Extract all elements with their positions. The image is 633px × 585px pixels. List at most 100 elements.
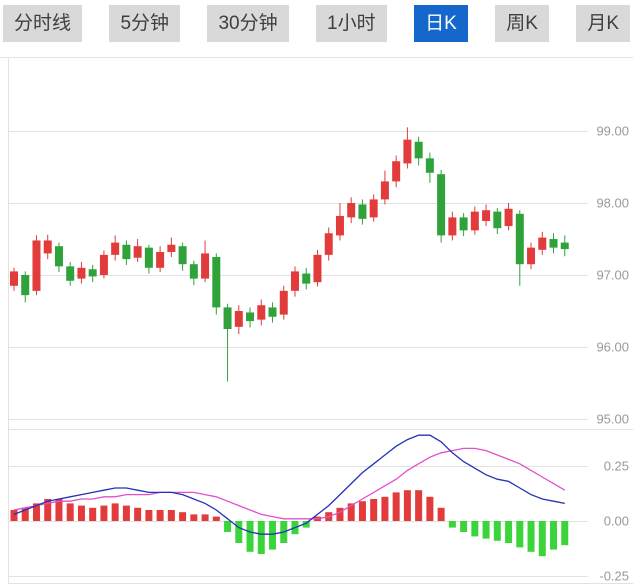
macd-bar (471, 521, 479, 537)
dea-line (13, 447, 566, 520)
macd-bar (134, 507, 142, 521)
candle-body (133, 246, 142, 258)
macd-bar (10, 510, 18, 521)
candle-body (437, 174, 446, 236)
candle-body (21, 275, 30, 296)
macd-axis-label: 0.25 (604, 459, 629, 474)
price-axis-label: 95.00 (596, 412, 629, 427)
candle-body (122, 244, 131, 260)
tab-weekly-k[interactable]: 周K (495, 5, 549, 42)
candle-body (66, 266, 75, 281)
macd-bar (100, 505, 108, 521)
tab-1hour[interactable]: 1小时 (316, 5, 387, 42)
macd-bar (77, 505, 85, 521)
candle-body (32, 240, 41, 291)
macd-bar (111, 503, 119, 521)
macd-bar (493, 521, 501, 541)
candle-body (167, 244, 176, 252)
macd-bar (235, 521, 243, 543)
macd-bar (437, 507, 445, 521)
candle-body (335, 215, 344, 236)
macd-bar (527, 521, 535, 552)
candle-body (291, 271, 299, 291)
candle-body (380, 181, 389, 200)
timeframe-tabbar: 分时线 5分钟 30分钟 1小时 日K 周K 月K (0, 0, 633, 48)
gridlines (0, 57, 633, 584)
candle-body (392, 161, 401, 182)
macd-bar (212, 516, 220, 521)
macd-bar (403, 490, 411, 521)
candle-body (77, 267, 86, 279)
candle-body (527, 247, 536, 265)
macd-bar (55, 499, 63, 521)
macd-bar (66, 503, 74, 521)
price-axis-label: 98.00 (596, 196, 629, 211)
candle-body (189, 264, 198, 279)
candle-body (470, 211, 479, 231)
kline-macd-chart[interactable]: 99.00 98.00 97.00 96.00 95.00 0.25 0.00 -0.25 (0, 48, 633, 585)
dif-line (13, 434, 565, 535)
macd-axis-label: 0.00 (604, 514, 629, 529)
candle-body (425, 158, 434, 173)
tab-monthly-k[interactable]: 月K (576, 5, 630, 42)
macd-bar (269, 521, 277, 550)
macd-bar (257, 521, 265, 554)
macd-bar (201, 514, 209, 521)
tab-daily-k[interactable]: 日K (414, 5, 468, 42)
candle-body (268, 307, 277, 317)
candle-body (10, 271, 18, 286)
candle-body (515, 213, 524, 265)
macd-bar (370, 499, 378, 521)
price-axis-label: 99.00 (596, 124, 629, 139)
macd-bar (156, 510, 164, 521)
tab-time-line[interactable]: 分时线 (3, 5, 83, 42)
candle-body (324, 233, 333, 255)
candle-body (313, 254, 322, 283)
candle-body (178, 246, 187, 265)
macd-bar (224, 521, 232, 532)
macd-bar (426, 496, 434, 521)
tab-30min[interactable]: 30分钟 (207, 5, 289, 42)
macd-bar (538, 521, 546, 557)
candle-body (246, 312, 255, 322)
candle-body (414, 141, 423, 159)
candle-body (493, 211, 502, 229)
price-axis: 99.00 98.00 97.00 96.00 95.00 (596, 124, 629, 427)
candlestick-series (10, 127, 569, 382)
candle-body (88, 269, 97, 277)
candle-body (459, 217, 468, 231)
candle-body (223, 307, 232, 329)
macd-bar (516, 521, 524, 548)
price-axis-label: 96.00 (596, 340, 629, 355)
macd-bar (505, 521, 513, 543)
macd-bar (302, 521, 310, 528)
candle-body (156, 251, 165, 268)
macd-bar (550, 521, 558, 550)
macd-axis-label: -0.25 (599, 569, 629, 584)
candle-body (54, 246, 63, 267)
tab-5min[interactable]: 5分钟 (109, 5, 181, 42)
macd-bar (32, 503, 40, 521)
macd-bar (415, 490, 423, 521)
candle-body (302, 273, 311, 284)
candle-body (144, 247, 153, 268)
macd-bar (89, 507, 97, 521)
candle-body (201, 253, 210, 279)
candle-body (504, 208, 513, 227)
macd-bar (460, 521, 468, 532)
macd-bar (179, 512, 187, 521)
candle-body (234, 311, 243, 327)
macd-bar (392, 492, 400, 521)
candle-body (347, 203, 356, 218)
candle-body (99, 254, 108, 275)
candle-body (358, 204, 367, 219)
candle-body (482, 210, 491, 221)
candle-body (369, 199, 378, 218)
macd-bar (347, 503, 355, 521)
macd-bar (336, 507, 344, 521)
macd-bar (561, 521, 569, 546)
candle-body (43, 240, 52, 254)
chart-area[interactable]: 99.00 98.00 97.00 96.00 95.00 0.25 0.00 -0.25 (0, 48, 633, 585)
candle-body (257, 305, 266, 320)
